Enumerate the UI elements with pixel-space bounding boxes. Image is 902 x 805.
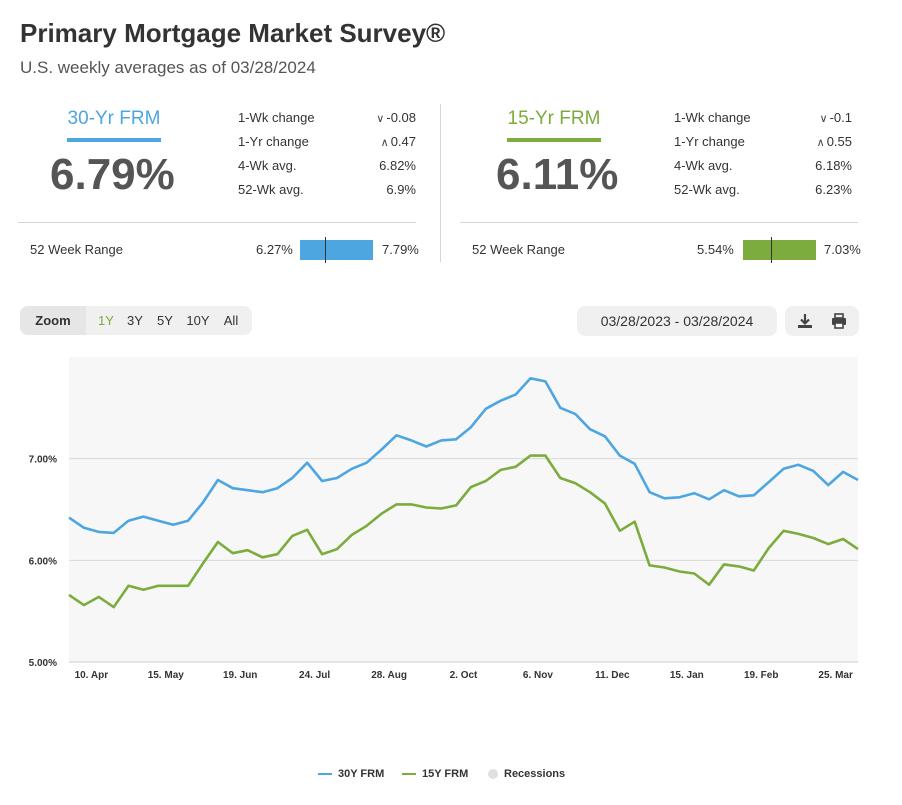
plot-background <box>69 357 858 662</box>
rate-panel-30yr: 30-Yr FRM 6.79% 1-Wk change ∨ -0.08 1-Yr … <box>18 100 419 263</box>
range-low: 5.54% <box>697 242 734 257</box>
stat-label: 4-Wk avg. <box>238 158 297 173</box>
download-icon[interactable] <box>795 311 815 331</box>
legend-swatch <box>318 773 332 776</box>
stat-value: ∧ 0.55 <box>817 134 852 149</box>
x-tick-label: 15. May <box>148 670 185 681</box>
zoom-label: Zoom <box>20 306 86 335</box>
range-label: 52 Week Range <box>472 242 565 257</box>
x-tick-label: 25. Mar <box>818 670 853 681</box>
stat-label: 52-Wk avg. <box>674 182 740 197</box>
print-icon[interactable] <box>829 311 849 331</box>
zoom-1y-button[interactable]: 1Y <box>98 313 114 328</box>
stat-label: 1-Wk change <box>674 110 751 125</box>
range-bar <box>743 237 816 263</box>
stat-label: 1-Yr change <box>238 134 309 149</box>
stat-value: ∨ -0.1 <box>820 110 852 125</box>
stat-row-52wk: 52-Wk avg. 6.9% <box>238 178 416 202</box>
rate-underline <box>67 138 161 142</box>
series-line-15y-frm <box>68 454 859 609</box>
legend-swatch <box>488 769 498 780</box>
stat-row-4wk: 4-Wk avg. 6.82% <box>238 154 416 178</box>
stat-label: 4-Wk avg. <box>674 158 733 173</box>
zoom-3y-button[interactable]: 3Y <box>127 313 143 328</box>
range-current-marker <box>324 237 326 263</box>
y-tick-label: 7.00% <box>29 455 57 466</box>
legend-swatch <box>402 773 416 776</box>
rate-stats: 1-Wk change ∨ -0.08 1-Yr change ∧ 0.47 4-W… <box>238 106 416 202</box>
zoom-5y-button[interactable]: 5Y <box>157 313 173 328</box>
zoom-bar: Zoom 1Y 3Y 5Y 10Y All <box>20 306 252 335</box>
stat-row-1yr: 1-Yr change ∧ 0.55 <box>674 130 852 154</box>
stat-row-1wk: 1-Wk change ∨ -0.08 <box>238 106 416 130</box>
page-subtitle: U.S. weekly averages as of 03/28/2024 <box>20 58 316 77</box>
zoom-all-button[interactable]: All <box>223 313 239 328</box>
legend-label: 15Y FRM <box>422 768 469 780</box>
range-low: 6.27% <box>256 242 293 257</box>
page-title: Primary Mortgage Market Survey® <box>20 18 446 48</box>
y-tick-label: 5.00% <box>29 658 57 669</box>
rate-panel-15yr: 15-Yr FRM 6.11% 1-Wk change ∨ -0.1 1-Yr c… <box>460 100 861 263</box>
x-tick-label: 15. Jan <box>670 670 704 681</box>
chevron-up-icon: ∧ <box>380 137 389 149</box>
rate-stats: 1-Wk change ∨ -0.1 1-Yr change ∧ 0.55 4-Wk… <box>674 106 852 202</box>
stat-value-text: 0.47 <box>390 134 416 149</box>
chart-legend: 30Y FRM 15Y FRM Recessions <box>0 766 902 782</box>
range-bar <box>300 237 373 263</box>
divider <box>18 222 416 223</box>
x-tick-label: 10. Apr <box>75 670 109 681</box>
stat-row-1yr: 1-Yr change ∧ 0.47 <box>238 130 416 154</box>
x-tick-label: 2. Oct <box>450 670 478 681</box>
panel-divider <box>440 104 441 262</box>
legend-label: Recessions <box>504 768 566 780</box>
chevron-down-icon: ∨ <box>819 113 828 125</box>
range-current-marker <box>770 237 772 263</box>
x-tick-label: 11. Dec <box>595 670 630 681</box>
range-high: 7.03% <box>824 242 861 257</box>
x-tick-label: 19. Jun <box>223 670 257 681</box>
stat-label: 1-Yr change <box>674 134 745 149</box>
rate-value: 6.11% <box>496 150 619 199</box>
divider <box>460 222 858 223</box>
x-tick-label: 24. Jul <box>299 670 330 681</box>
export-buttons <box>785 306 859 336</box>
rate-name: 15-Yr FRM <box>507 108 601 129</box>
stat-value-text: -0.1 <box>829 110 852 125</box>
legend-label: 30Y FRM <box>338 768 385 780</box>
stat-label: 1-Wk change <box>238 110 315 125</box>
x-tick-label: 28. Aug <box>371 670 407 681</box>
range-high: 7.79% <box>382 242 419 257</box>
legend-item-15y[interactable]: 15Y FRM <box>402 766 468 782</box>
rate-underline <box>507 138 601 142</box>
y-tick-label: 6.00% <box>29 556 57 567</box>
stat-value: 6.23% <box>815 182 852 197</box>
stat-value: 6.18% <box>815 158 852 173</box>
stat-value: 6.82% <box>379 158 416 173</box>
stat-label: 52-Wk avg. <box>238 182 304 197</box>
stat-row-52wk: 52-Wk avg. 6.23% <box>674 178 852 202</box>
zoom-10y-button[interactable]: 10Y <box>186 313 210 328</box>
main-chart[interactable]: 5.00% 6.00% 7.00% 10. Apr 15. May 19. Jun 24. … <box>0 300 902 700</box>
stat-value: 6.9% <box>386 182 416 197</box>
x-tick-label: 6. Nov <box>523 670 553 681</box>
x-tick-label: 19. Feb <box>744 670 778 681</box>
legend-item-recessions[interactable]: Recessions <box>488 766 565 782</box>
stat-value-text: 0.55 <box>826 134 852 149</box>
series-line-30y-frm <box>68 377 859 535</box>
rate-name: 30-Yr FRM <box>67 108 161 129</box>
chevron-down-icon: ∨ <box>376 113 385 125</box>
rate-value: 6.79% <box>50 150 175 199</box>
stat-row-1wk: 1-Wk change ∨ -0.1 <box>674 106 852 130</box>
stat-row-4wk: 4-Wk avg. 6.18% <box>674 154 852 178</box>
stat-value-text: -0.08 <box>386 110 416 125</box>
date-range-display[interactable]: 03/28/2023 - 03/28/2024 <box>577 306 777 336</box>
stat-value: ∨ -0.08 <box>376 110 416 125</box>
legend-item-30y[interactable]: 30Y FRM <box>318 766 384 782</box>
chevron-up-icon: ∧ <box>816 137 825 149</box>
stat-value: ∧ 0.47 <box>381 134 416 149</box>
range-label: 52 Week Range <box>30 242 123 257</box>
